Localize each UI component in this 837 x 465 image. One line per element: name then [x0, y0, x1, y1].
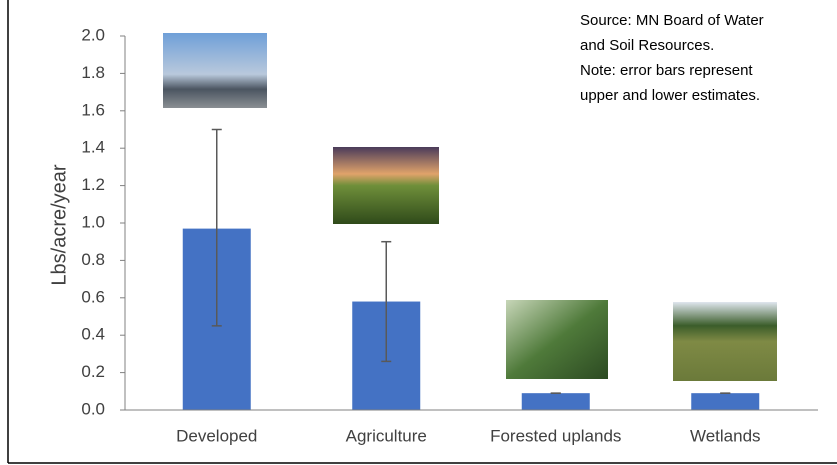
- photo-forest: [506, 300, 608, 379]
- photo-field: [333, 147, 439, 224]
- bar: [521, 393, 590, 410]
- photo-city: [163, 33, 267, 108]
- y-tick-label: 0.8: [81, 250, 105, 269]
- y-tick-label: 0.4: [81, 325, 105, 344]
- annotation: Note: error bars represent: [580, 62, 753, 79]
- error-bar: [211, 128, 222, 327]
- y-tick-label: 1.4: [81, 138, 105, 157]
- error-bar: [381, 240, 392, 363]
- x-tick-label: Agriculture: [346, 426, 427, 445]
- annotation: and Soil Resources.: [580, 37, 714, 54]
- y-tick-label: 0.6: [81, 287, 105, 306]
- y-tick-label: 0.0: [81, 399, 105, 418]
- bar: [691, 393, 760, 410]
- y-tick-label: 1.2: [81, 175, 105, 194]
- photo-wetland: [673, 302, 777, 381]
- y-axis-label: Lbs/acre/year: [48, 164, 70, 286]
- y-tick-label: 1.6: [81, 100, 105, 119]
- y-tick-label: 1.0: [81, 212, 105, 231]
- x-tick-label: Forested uplands: [490, 426, 621, 445]
- y-tick-label: 1.8: [81, 63, 105, 82]
- annotation: upper and lower estimates.: [580, 87, 760, 104]
- y-tick-label: 0.2: [81, 362, 105, 381]
- x-tick-label: Wetlands: [690, 426, 761, 445]
- y-tick-label: 2.0: [81, 25, 105, 44]
- x-tick-label: Developed: [176, 426, 257, 445]
- annotation: Source: MN Board of Water: [580, 12, 764, 29]
